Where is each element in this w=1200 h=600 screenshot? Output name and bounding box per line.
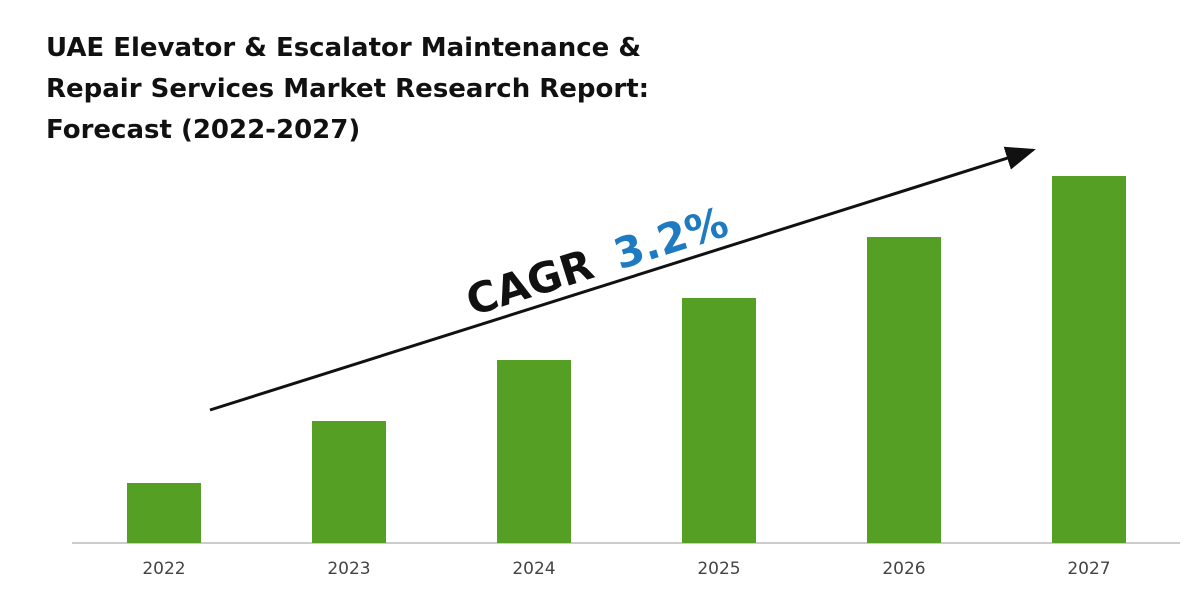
bar [1052,176,1126,543]
bar [867,237,941,543]
x-tick-label: 2023 [327,559,370,579]
x-tick-label: 2025 [697,559,740,579]
trend-arrow [209,146,1036,412]
bar [312,421,386,543]
x-tick-label: 2026 [882,559,925,579]
cagr-label: CAGR [460,240,599,326]
bar [682,298,756,543]
bar [127,483,201,543]
cagr-value: 3.2% [608,197,734,279]
x-tick-label: 2027 [1067,559,1110,579]
x-tick-label: 2022 [142,559,185,579]
chart-title-line: Forecast (2022-2027) [46,115,360,145]
bar [497,360,571,543]
chart-title-line: UAE Elevator & Escalator Maintenance & [46,33,641,63]
x-tick-label: 2024 [512,559,555,579]
chart-title-line: Repair Services Market Research Report: [46,74,649,104]
